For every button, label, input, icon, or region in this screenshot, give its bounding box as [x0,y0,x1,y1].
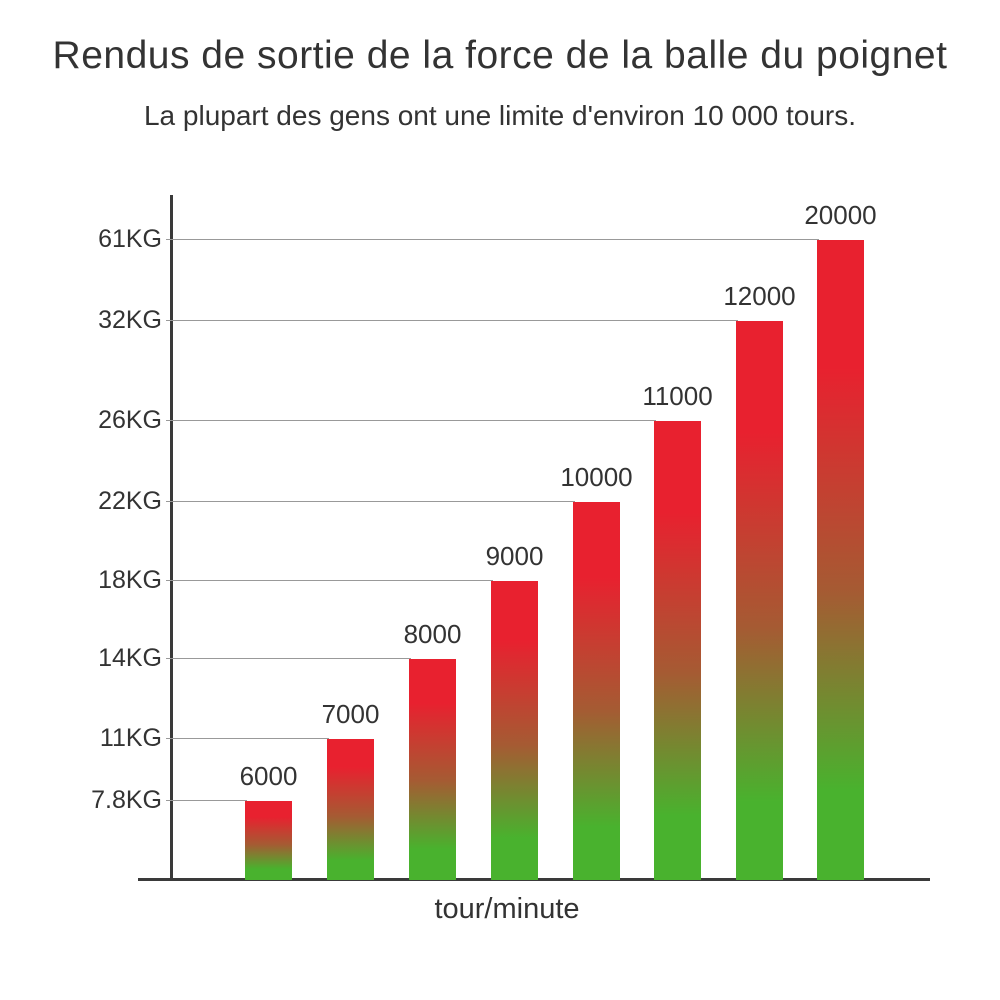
bar [736,321,783,880]
bar-value-label: 11000 [642,381,713,411]
grid-leader-line [166,580,493,581]
grid-leader-line [166,800,247,801]
bar-value-label: 7000 [321,699,380,729]
bar [409,659,456,880]
y-tick-label: 7.8KG [91,786,162,814]
bar-value-label: 6000 [239,761,298,791]
bar [245,801,292,880]
bar-value-label: 9000 [485,541,544,571]
y-tick-label: 11KG [99,724,162,752]
grid-leader-line [166,501,575,502]
bar-value-label: 20000 [804,200,877,230]
y-tick-label: 32KG [98,306,162,334]
bar-value-label: 8000 [403,619,462,649]
bar [327,739,374,880]
y-tick-label: 26KG [98,406,162,434]
bar-value-label: 10000 [560,462,633,492]
chart-title: Rendus de sortie de la force de la balle… [52,34,948,77]
y-tick-label: 14KG [98,644,162,672]
bar [491,581,538,880]
grid-leader-line [166,738,329,739]
y-tick-label: 22KG [98,487,162,515]
grid-leader-line [166,420,656,421]
y-tick-label: 61KG [98,225,162,253]
bar [573,502,620,880]
grid-leader-line [166,239,819,240]
bar-value-label: 12000 [723,281,796,311]
bar [654,421,701,880]
grid-leader-line [166,658,411,659]
y-tick-label: 18KG [98,566,162,594]
chart-subtitle: La plupart des gens ont une limite d'env… [143,100,857,131]
grid-leader-line [166,320,738,321]
y-axis-line [170,195,173,881]
bar [817,240,864,880]
x-axis-title: tour/minute [434,893,580,925]
